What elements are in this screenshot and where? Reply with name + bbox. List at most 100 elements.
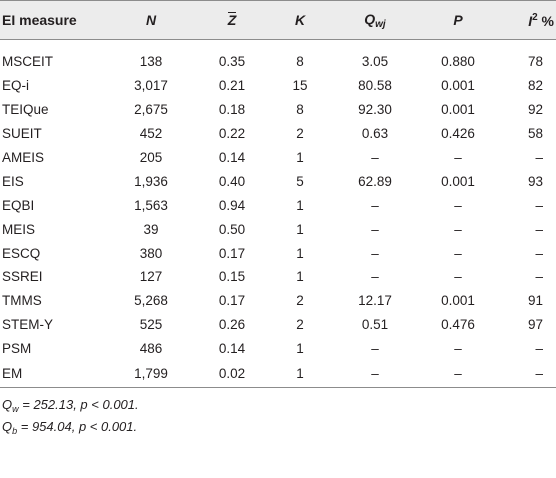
- cell-p: 0.001: [441, 78, 475, 94]
- cell-ei-measure: TEIQue: [2, 102, 49, 118]
- cell-p: –: [454, 221, 462, 237]
- cell-i2: –: [535, 341, 543, 357]
- cell-z: 0.15: [218, 269, 246, 285]
- cell-q: 80.58: [358, 78, 392, 94]
- cell-i2: –: [535, 150, 543, 165]
- cell-k: 5: [296, 173, 304, 189]
- cell-i2: 93: [527, 173, 543, 189]
- header-z-bar: Z: [194, 0, 270, 40]
- cell-n: 452: [139, 126, 163, 142]
- cell-k: 1: [296, 150, 304, 165]
- cell-p: –: [420, 360, 496, 388]
- cell-q: –: [330, 360, 420, 388]
- cell-i2: 92: [527, 102, 543, 118]
- cell-ei-measure: SUEIT: [2, 126, 42, 142]
- cell-n: 380: [139, 245, 163, 261]
- cell-q: 0.51: [361, 317, 389, 333]
- cell-q: 62.89: [358, 173, 392, 189]
- header-p: P: [420, 0, 496, 40]
- cell-i2: –: [535, 221, 543, 237]
- cell-z: 0.14: [218, 341, 246, 357]
- header-n: N: [108, 0, 194, 40]
- cell-ei-measure: SSREI: [2, 269, 43, 285]
- cell-k: 15: [292, 78, 308, 94]
- cell-n: 3,017: [134, 78, 168, 94]
- table-header: EI measure N Z K Qwj P I2 %: [0, 0, 556, 40]
- note-qb: Qb = 954.04, p < 0.001.: [2, 418, 138, 436]
- cell-ei-measure: EQBI: [2, 197, 35, 213]
- header-q-wj: Qwj: [330, 0, 420, 40]
- cell-k: 1: [270, 360, 330, 388]
- table-row: MSCEIT 138 0.35 8 3.05 0.880 78: [0, 50, 556, 74]
- q-subscript: wj: [375, 18, 386, 30]
- cell-i2: –: [535, 269, 543, 285]
- table-row: PSM 486 0.14 1 – – –: [0, 337, 556, 361]
- header-row: EI measure N Z K Qwj P I2 %: [0, 0, 556, 40]
- cell-ei-measure: STEM-Y: [2, 317, 54, 333]
- table-row: MEIS 39 0.50 1 – – –: [0, 217, 556, 241]
- cell-k: 2: [296, 293, 304, 309]
- header-k: K: [270, 0, 330, 40]
- cell-q: –: [371, 150, 379, 165]
- table-notes: Qw = 252.13, p < 0.001. Qb = 954.04, p <…: [0, 388, 556, 440]
- cell-i2: 91: [527, 293, 543, 309]
- results-table-container: EI measure N Z K Qwj P I2 % MSCEIT 138 0.3…: [0, 0, 556, 440]
- cell-z: 0.17: [218, 245, 246, 261]
- table-row: EQBI 1,563 0.94 1 – – –: [0, 193, 556, 217]
- cell-ei-measure: EM: [0, 360, 108, 388]
- cell-k: 1: [296, 245, 304, 261]
- cell-p: –: [454, 269, 462, 285]
- table-row: EIS 1,936 0.40 5 62.89 0.001 93: [0, 169, 556, 193]
- cell-q: 0.63: [361, 126, 389, 142]
- cell-k: 1: [296, 341, 304, 357]
- cell-ei-measure: PSM: [2, 341, 32, 357]
- i-percent: %: [541, 12, 554, 29]
- q-symbol: Q: [364, 10, 376, 27]
- table-row: TMMS 5,268 0.17 2 12.17 0.001 91: [0, 289, 556, 313]
- cell-q: 3.05: [361, 54, 389, 70]
- cell-ei-measure: TMMS: [2, 293, 42, 309]
- cell-k: 8: [296, 54, 304, 70]
- cell-ei-measure: EQ-i: [2, 78, 29, 94]
- spacer-row: [0, 40, 556, 51]
- cell-i2: 78: [527, 54, 543, 70]
- cell-k: 2: [296, 126, 304, 142]
- table-row: TEIQue 2,675 0.18 8 92.30 0.001 92: [0, 98, 556, 122]
- ei-measures-table: EI measure N Z K Qwj P I2 % MSCEIT 138 0.3…: [0, 0, 556, 388]
- cell-p: –: [454, 341, 462, 357]
- cell-i2: 58: [527, 126, 543, 142]
- z-bar-symbol: Z: [227, 12, 237, 28]
- cell-ei-measure: ESCQ: [2, 245, 41, 261]
- cell-k: 1: [296, 197, 304, 213]
- cell-z: 0.50: [218, 221, 246, 237]
- cell-p: 0.001: [441, 293, 475, 309]
- cell-p: 0.001: [441, 173, 475, 189]
- cell-i2: –: [535, 245, 543, 261]
- cell-ei-measure: MEIS: [2, 221, 36, 237]
- table-body: MSCEIT 138 0.35 8 3.05 0.880 78 EQ-i 3,017 0.21 15…: [0, 40, 556, 388]
- cell-ei-measure: MSCEIT: [2, 54, 54, 70]
- cell-n: 1,936: [134, 173, 168, 189]
- cell-z: 0.40: [218, 173, 246, 189]
- cell-n: 5,268: [134, 293, 168, 309]
- table-row: SSREI 127 0.15 1 – – –: [0, 265, 556, 289]
- table-row: SUEIT 452 0.22 2 0.63 0.426 58: [0, 122, 556, 146]
- cell-p: –: [454, 197, 462, 213]
- cell-i2: 82: [527, 78, 543, 94]
- cell-p: 0.476: [441, 317, 475, 333]
- cell-n: 486: [139, 341, 163, 357]
- cell-q: –: [371, 245, 379, 261]
- table-row: EM 1,799 0.02 1– – –: [0, 360, 556, 388]
- header-i-squared: I2 %: [496, 0, 556, 40]
- cell-q: 12.17: [358, 293, 392, 309]
- cell-i2: –: [535, 197, 543, 213]
- cell-p: –: [454, 245, 462, 261]
- cell-n: 39: [143, 221, 159, 237]
- cell-n: 2,675: [134, 102, 168, 118]
- table-row: AMEIS 205 0.14 1 – – –: [0, 146, 556, 170]
- cell-i2: –: [496, 360, 556, 388]
- cell-p: 0.880: [441, 54, 475, 70]
- cell-z: 0.21: [218, 78, 246, 94]
- cell-n: 138: [139, 54, 163, 70]
- cell-n: 1,563: [134, 197, 168, 213]
